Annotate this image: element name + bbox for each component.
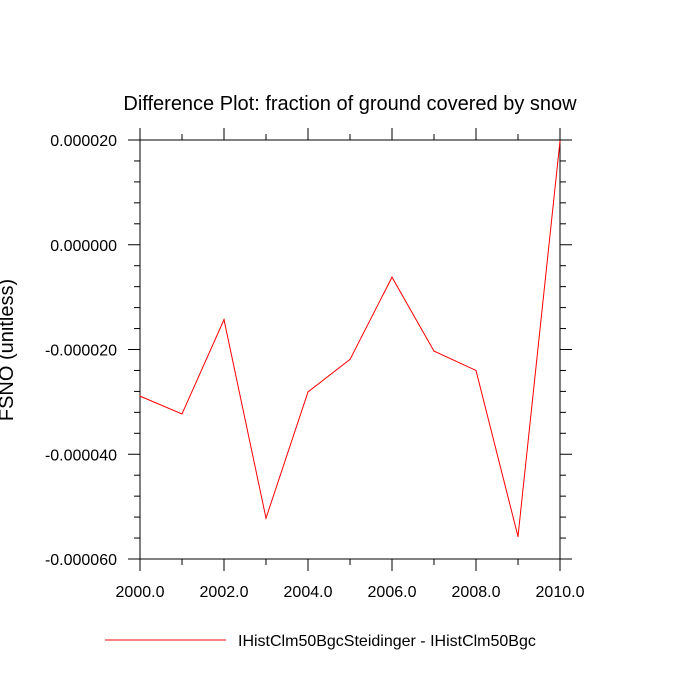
data-point <box>349 358 351 361</box>
y-tick-label: 0.000000 <box>50 238 117 255</box>
chart-title: Difference Plot: fraction of ground cove… <box>123 93 577 115</box>
x-tick-label: 2002.0 <box>200 584 249 601</box>
y-tick-label: 0.000020 <box>50 133 117 150</box>
data-point <box>559 140 561 142</box>
y-tick-label: -0.000060 <box>45 552 117 569</box>
y-axis-label: FSNO (unitless) <box>0 279 18 421</box>
data-point <box>475 369 477 372</box>
plot-frame <box>139 139 561 560</box>
data-point <box>391 276 393 278</box>
data-point <box>265 517 267 519</box>
x-tick-label: 2004.0 <box>284 584 333 601</box>
x-tick-label: 2000.0 <box>116 584 165 601</box>
x-tick-label: 2006.0 <box>368 584 417 601</box>
data-point <box>139 395 141 397</box>
x-tick-label: 2010.0 <box>536 584 585 601</box>
data-point <box>223 319 225 321</box>
x-tick-label: 2008.0 <box>452 584 501 601</box>
data-point <box>433 350 435 352</box>
plot-area: 2000.0 2002.0 2004.0 2006.0 2008.0 2010.0 0.00… <box>45 128 585 601</box>
legend: IHistClm50BgcSteidinger - IHistClm50Bgc <box>105 633 536 650</box>
y-tick-label: -0.000020 <box>45 343 117 360</box>
series-line <box>139 140 561 537</box>
data-point <box>181 413 183 415</box>
legend-label: IHistClm50BgcSteidinger - IHistClm50Bgc <box>238 633 536 650</box>
data-point <box>517 535 519 538</box>
data-point <box>307 391 309 393</box>
y-tick-label: -0.000040 <box>45 447 117 464</box>
